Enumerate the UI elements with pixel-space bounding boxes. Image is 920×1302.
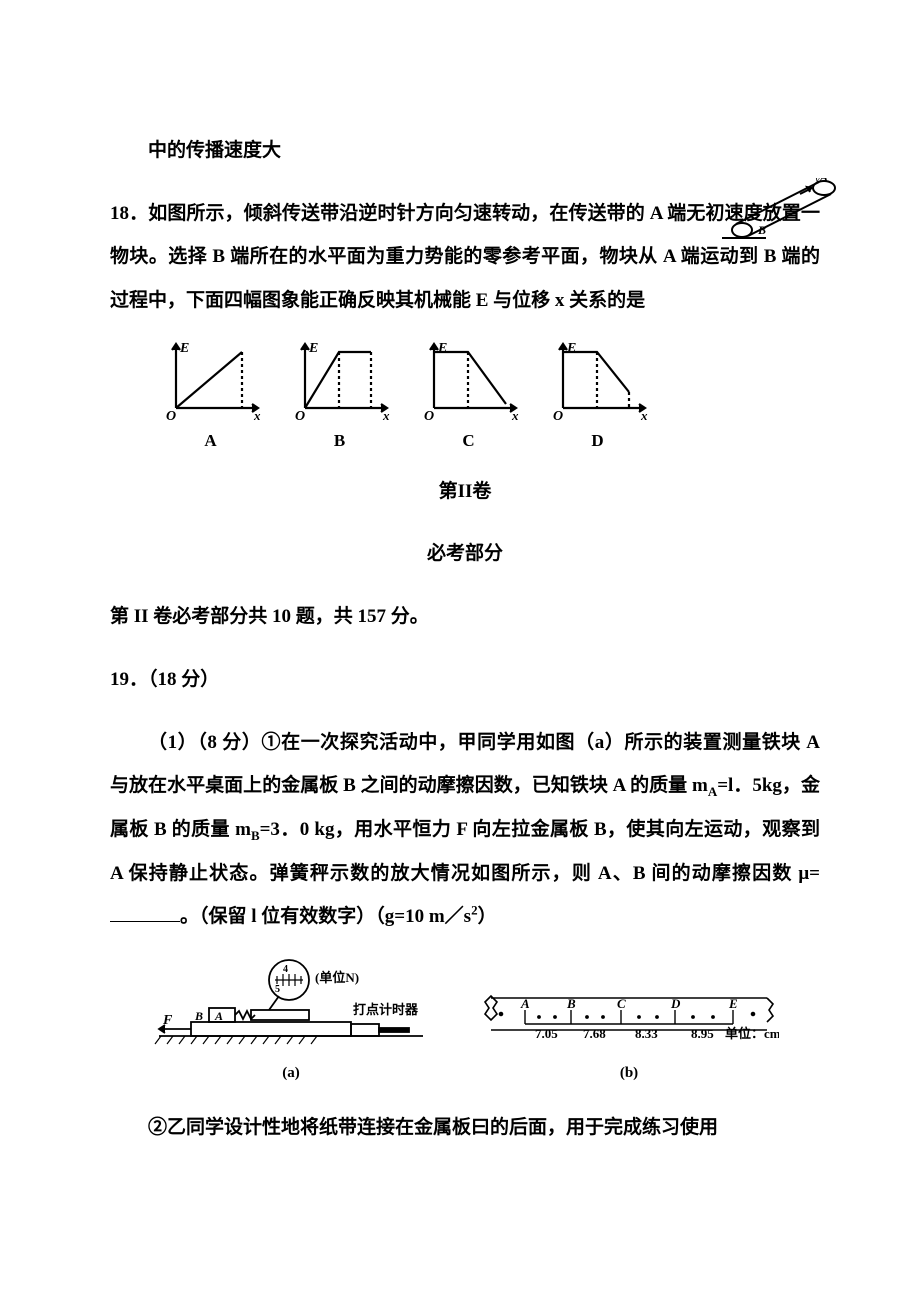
option-A-label: A [158,431,263,451]
axis-E: E [437,342,447,356]
graph-A: E x O [158,342,263,424]
timer-label: 打点计时器 [353,1002,419,1017]
axis-E: E [308,342,318,356]
q19-header: 19．（18 分） [110,658,820,702]
option-C: E x O C [416,342,521,451]
tape-unit: 单位：cm [725,1026,779,1041]
option-C-label: C [416,431,521,451]
q19-part2: ②乙同学设计性地将纸带连接在金属板曰的后面，用于完成练习使用 [110,1106,820,1150]
tape-pt-A: A [520,996,530,1011]
sub-B: B [251,828,260,843]
q18-number: 18． [110,203,148,224]
tape-pt-B: B [566,996,576,1011]
axis-x: x [511,408,519,423]
unit-N: (单位N) [315,970,359,985]
block-A: A [214,1009,223,1023]
q19-part1: （1）（8 分）①在一次探究活动中，甲同学用如图（a）所示的装置测量铁块 A 与… [110,721,820,939]
axis-O: O [424,409,434,424]
axis-O: O [295,409,305,424]
tape-pt-C: C [617,996,626,1011]
conveyor-label-B: B [757,223,766,237]
caption-a: (a) [151,1065,431,1082]
continuation-line: 中的传播速度大 [110,129,820,173]
q18: 18．如图所示，倾斜传送带沿逆时针方向匀速转动，在传送带的 A 端无初速度放置一… [110,192,820,323]
q19-part1d: 。（保留 l 位有效数字）（g=10 m／s [180,906,471,927]
option-D-label: D [545,431,650,451]
tape-pt-E: E [728,996,738,1011]
section2-title: 第II卷 [110,470,820,514]
option-D: E x O D [545,342,650,451]
tape-val-2: 8.33 [635,1026,658,1041]
axis-x: x [253,408,261,423]
q18-body: 如图所示，倾斜传送带沿逆时针方向匀速转动，在传送带的 A 端无初速度放置一物块。… [110,203,820,311]
section2-subtitle: 必考部分 [110,532,820,576]
axis-x: x [382,408,390,423]
q19-score: （18 分） [148,669,219,690]
option-graphs: E x O A E x O B [158,342,820,451]
option-A: E x O A [158,342,263,451]
conveyor-arrow-label: v [815,178,820,185]
tape-val-0: 7.05 [535,1026,558,1041]
svg-text:5: 5 [275,984,280,995]
conveyor-label-A: A [819,178,828,184]
tape-pt-D: D [670,996,681,1011]
blank-mu[interactable] [110,902,180,922]
board-B: B [194,1009,203,1023]
axis-x: x [640,408,648,423]
q19-number: 19． [110,669,148,690]
section2-note: 第 II 卷必考部分共 10 题，共 157 分。 [110,595,820,639]
graph-C: E x O [416,342,521,424]
graph-D: E x O [545,342,650,424]
sub-A: A [708,784,717,799]
force-F: F [162,1013,173,1028]
graph-B: E x O [287,342,392,424]
option-B: E x O B [287,342,392,451]
q19-part1e: ） [478,906,497,927]
axis-O: O [166,409,176,424]
axis-O: O [553,409,563,424]
conveyor-diagram: A B v [720,178,840,248]
exam-page: A B v 中的传播速度大 18．如图所示，倾斜传送带沿逆时针方向匀速转动，在传… [0,0,920,1302]
tape-val-1: 7.68 [583,1026,606,1041]
axis-E: E [566,342,576,356]
caption-b: (b) [479,1065,779,1082]
axis-E: E [179,342,189,356]
svg-text:4: 4 [283,964,288,975]
option-B-label: B [287,431,392,451]
figure-b: A B C D E 7.05 7.68 8.33 8.95 单位：cm (b) [479,988,779,1082]
experiment-figures: 4 5 (单位N) 打点计时器 F B A (a) [110,958,820,1082]
figure-a: 4 5 (单位N) 打点计时器 F B A (a) [151,958,431,1082]
tape-val-3: 8.95 [691,1026,714,1041]
